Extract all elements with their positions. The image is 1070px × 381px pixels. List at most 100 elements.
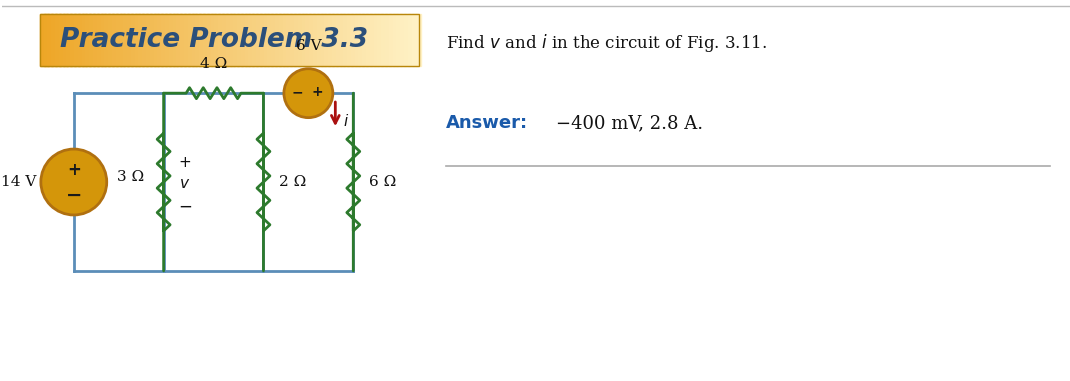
Text: $v$: $v$: [179, 177, 189, 191]
Bar: [290, 14, 296, 66]
Bar: [339, 14, 346, 66]
Bar: [184, 14, 189, 66]
Bar: [180, 14, 186, 66]
Bar: [245, 14, 250, 66]
Bar: [305, 14, 311, 66]
Bar: [412, 14, 417, 66]
Bar: [363, 14, 368, 66]
Bar: [44, 14, 49, 66]
Bar: [40, 14, 419, 66]
Text: Find $v$ and $i$ in the circuit of Fig. 3.11.: Find $v$ and $i$ in the circuit of Fig. …: [446, 32, 767, 54]
Bar: [120, 14, 125, 66]
Bar: [378, 14, 383, 66]
Bar: [78, 14, 83, 66]
Text: −: −: [65, 186, 82, 205]
Bar: [74, 14, 80, 66]
Bar: [317, 14, 322, 66]
Bar: [381, 14, 387, 66]
Text: 2 Ω: 2 Ω: [279, 175, 307, 189]
Text: 4 Ω: 4 Ω: [200, 57, 227, 71]
Text: 6 Ω: 6 Ω: [369, 175, 397, 189]
Bar: [154, 14, 159, 66]
Text: 6 V: 6 V: [295, 39, 321, 53]
Bar: [40, 14, 46, 66]
Bar: [211, 14, 216, 66]
Bar: [366, 14, 372, 66]
Bar: [324, 14, 331, 66]
Bar: [400, 14, 406, 66]
Bar: [328, 14, 334, 66]
Bar: [415, 14, 422, 66]
Bar: [55, 14, 61, 66]
Bar: [112, 14, 118, 66]
Bar: [116, 14, 122, 66]
Bar: [172, 14, 179, 66]
Bar: [59, 14, 64, 66]
Text: +: +: [179, 155, 192, 170]
Bar: [51, 14, 57, 66]
Bar: [351, 14, 356, 66]
Bar: [177, 14, 182, 66]
Bar: [282, 14, 289, 66]
Bar: [203, 14, 209, 66]
Bar: [142, 14, 148, 66]
Bar: [248, 14, 255, 66]
Bar: [373, 14, 380, 66]
Bar: [321, 14, 326, 66]
Bar: [214, 14, 220, 66]
Bar: [238, 14, 243, 66]
Bar: [71, 14, 76, 66]
Bar: [131, 14, 137, 66]
Bar: [287, 14, 292, 66]
Bar: [162, 14, 167, 66]
Bar: [135, 14, 140, 66]
Bar: [192, 14, 197, 66]
Bar: [256, 14, 262, 66]
Bar: [157, 14, 164, 66]
Bar: [336, 14, 341, 66]
Bar: [123, 14, 129, 66]
Bar: [388, 14, 395, 66]
Bar: [343, 14, 349, 66]
Bar: [241, 14, 247, 66]
Bar: [275, 14, 280, 66]
Bar: [312, 14, 319, 66]
Text: −: −: [292, 85, 303, 99]
Bar: [233, 14, 239, 66]
Bar: [229, 14, 235, 66]
Bar: [271, 14, 277, 66]
Bar: [89, 14, 95, 66]
Text: $i$: $i$: [343, 113, 350, 129]
Text: 14 V: 14 V: [1, 175, 36, 189]
Text: −400 mV, 2.8 A.: −400 mV, 2.8 A.: [556, 114, 703, 132]
Bar: [66, 14, 72, 66]
Bar: [199, 14, 205, 66]
Bar: [108, 14, 113, 66]
Bar: [268, 14, 273, 66]
Bar: [347, 14, 353, 66]
Bar: [105, 14, 110, 66]
Bar: [96, 14, 103, 66]
Bar: [150, 14, 155, 66]
Circle shape: [284, 69, 333, 118]
Bar: [147, 14, 152, 66]
Bar: [302, 14, 307, 66]
Bar: [81, 14, 88, 66]
Text: Answer:: Answer:: [446, 114, 529, 132]
Bar: [396, 14, 402, 66]
Bar: [263, 14, 270, 66]
Circle shape: [41, 149, 107, 215]
Text: +: +: [311, 85, 323, 99]
Bar: [404, 14, 410, 66]
Bar: [354, 14, 361, 66]
Text: +: +: [66, 161, 80, 179]
Text: Practice Problem 3.3: Practice Problem 3.3: [60, 27, 368, 53]
Bar: [63, 14, 68, 66]
Bar: [196, 14, 201, 66]
Bar: [218, 14, 224, 66]
Bar: [253, 14, 258, 66]
Text: −: −: [179, 198, 193, 216]
Bar: [309, 14, 315, 66]
Bar: [297, 14, 304, 66]
Bar: [188, 14, 194, 66]
